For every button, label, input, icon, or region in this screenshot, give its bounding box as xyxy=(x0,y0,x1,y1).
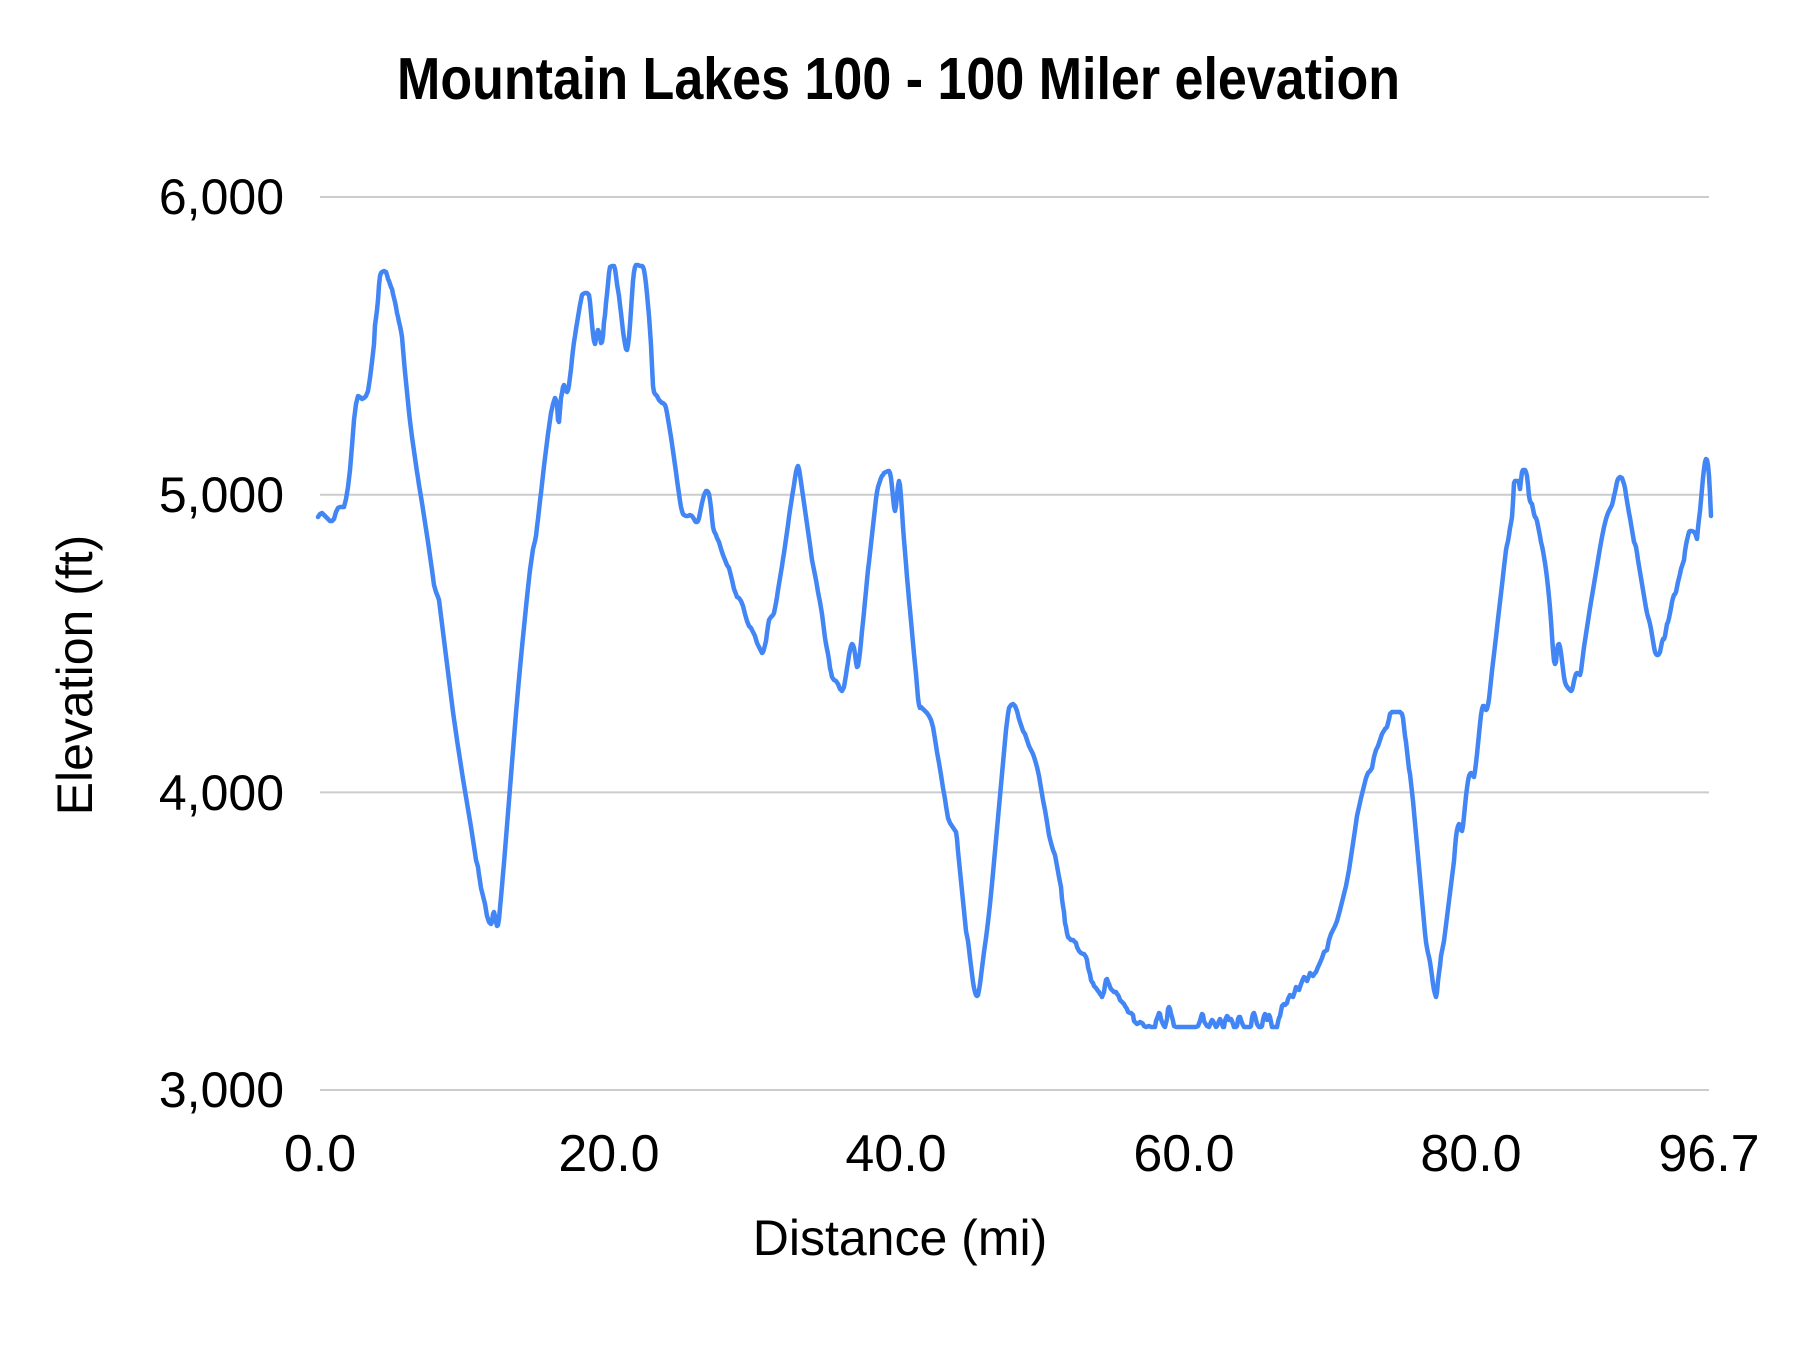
svg-text:6,000: 6,000 xyxy=(159,169,284,225)
svg-text:3,000: 3,000 xyxy=(159,1062,284,1118)
svg-text:Distance (mi): Distance (mi) xyxy=(753,1210,1047,1266)
svg-text:4,000: 4,000 xyxy=(159,765,284,821)
svg-text:Mountain Lakes 100 - 100 Miler: Mountain Lakes 100 - 100 Miler elevation xyxy=(397,46,1400,112)
svg-text:96.7: 96.7 xyxy=(1658,1125,1759,1183)
svg-text:5,000: 5,000 xyxy=(159,467,284,523)
svg-text:Elevation (ft): Elevation (ft) xyxy=(47,535,103,816)
svg-text:40.0: 40.0 xyxy=(845,1125,946,1183)
svg-text:80.0: 80.0 xyxy=(1420,1125,1521,1183)
svg-text:0.0: 0.0 xyxy=(284,1125,356,1183)
svg-text:20.0: 20.0 xyxy=(558,1125,659,1183)
svg-text:60.0: 60.0 xyxy=(1133,1125,1234,1183)
